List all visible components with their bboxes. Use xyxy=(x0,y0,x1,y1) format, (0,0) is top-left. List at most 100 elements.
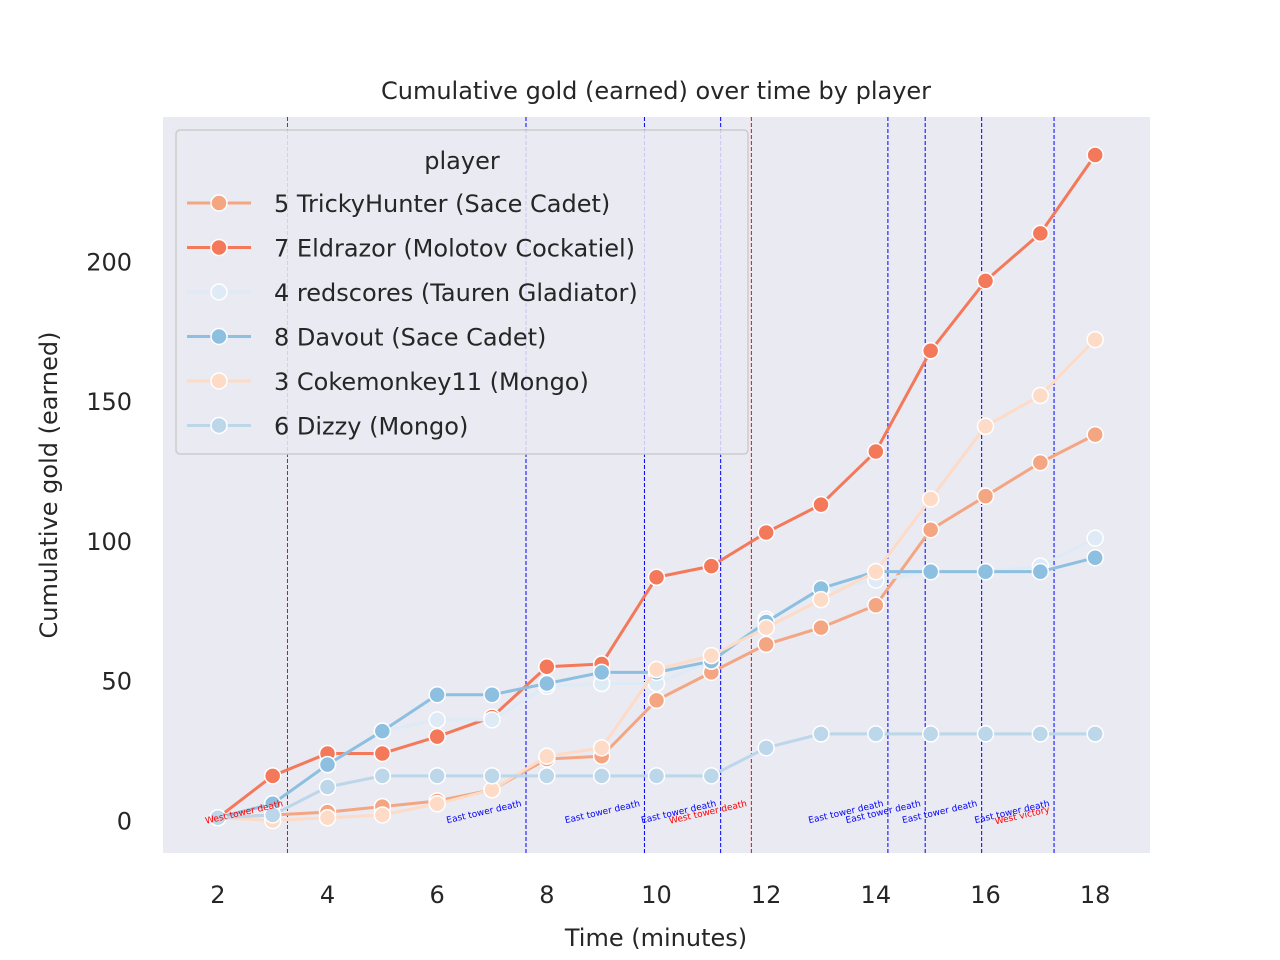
data-point xyxy=(1086,529,1104,547)
y-tick-label: 150 xyxy=(86,388,132,416)
data-point xyxy=(373,767,392,785)
data-point xyxy=(921,342,940,360)
data-point xyxy=(647,660,666,679)
data-point xyxy=(1031,386,1050,405)
data-point xyxy=(1086,725,1104,743)
data-point xyxy=(702,767,721,785)
data-point xyxy=(921,520,940,539)
data-point xyxy=(921,562,940,581)
data-point xyxy=(538,767,556,785)
data-point xyxy=(483,767,501,785)
y-axis: 0 50 100 150 200 xyxy=(86,248,132,835)
data-point xyxy=(867,596,885,614)
data-point xyxy=(428,767,446,785)
data-point xyxy=(757,739,775,757)
legend-item: 3 Cokemonkey11 (Mongo) xyxy=(187,368,589,396)
legend: player 5 TrickyHunter (Sace Cadet) 7 Eldr… xyxy=(175,129,749,455)
data-point xyxy=(1031,453,1050,472)
x-axis: 2 4 6 8 10 12 14 16 18 xyxy=(210,881,1110,909)
data-point xyxy=(867,442,885,461)
y-tick-label: 0 xyxy=(117,808,132,836)
legend-label: 3 Cokemonkey11 (Mongo) xyxy=(274,368,589,396)
data-point xyxy=(812,495,830,514)
data-point xyxy=(373,806,392,824)
data-point xyxy=(1031,224,1050,243)
legend-marker xyxy=(210,327,228,346)
data-point xyxy=(483,685,501,704)
data-point xyxy=(428,711,446,729)
x-tick-label: 4 xyxy=(320,881,335,909)
legend-marker xyxy=(210,194,228,212)
data-point xyxy=(428,727,446,746)
data-point xyxy=(976,272,995,290)
data-point xyxy=(263,767,282,785)
legend-items: 5 TrickyHunter (Sace Cadet) 7 Eldrazor (M… xyxy=(187,190,638,441)
data-point xyxy=(976,562,995,581)
data-point xyxy=(867,725,885,743)
data-point xyxy=(647,767,666,785)
data-point xyxy=(592,663,611,682)
data-point xyxy=(976,417,995,436)
x-tick-label: 12 xyxy=(751,881,782,909)
data-point xyxy=(647,691,666,710)
x-tick-label: 16 xyxy=(970,881,1001,909)
legend-marker xyxy=(210,238,228,257)
legend-box xyxy=(175,129,749,455)
data-point xyxy=(1086,146,1104,164)
data-point xyxy=(538,658,556,676)
data-point xyxy=(976,725,995,743)
data-point xyxy=(318,809,337,827)
data-point xyxy=(538,747,556,765)
data-point xyxy=(647,568,666,587)
data-point xyxy=(702,646,721,665)
data-point xyxy=(867,562,885,581)
data-point xyxy=(757,635,775,654)
data-point xyxy=(976,487,995,505)
data-point xyxy=(483,711,501,729)
x-tick-label: 14 xyxy=(861,881,892,909)
y-tick-label: 200 xyxy=(86,248,132,276)
data-point xyxy=(592,767,611,785)
x-tick-label: 2 xyxy=(210,881,225,909)
data-point xyxy=(1031,725,1050,743)
legend-label: 8 Davout (Sace Cadet) xyxy=(274,324,546,352)
data-point xyxy=(921,725,940,743)
data-point xyxy=(812,725,830,743)
data-point xyxy=(757,523,775,542)
y-tick-label: 100 xyxy=(86,528,132,556)
legend-label: 5 TrickyHunter (Sace Cadet) xyxy=(274,190,610,218)
data-point xyxy=(373,744,392,763)
legend-label: 7 Eldrazor (Molotov Cockatiel) xyxy=(274,235,635,263)
legend-marker xyxy=(210,416,228,435)
legend-item: 4 redscores (Tauren Gladiator) xyxy=(187,279,638,307)
chart-title: Cumulative gold (earned) over time by pl… xyxy=(381,77,931,105)
data-point xyxy=(373,722,392,740)
x-tick-label: 18 xyxy=(1080,881,1111,909)
data-point xyxy=(812,618,830,637)
legend-title: player xyxy=(424,147,500,175)
legend-marker xyxy=(210,372,228,390)
data-point xyxy=(1031,562,1050,581)
legend-label: 6 Dizzy (Mongo) xyxy=(274,413,468,441)
legend-item: 6 Dizzy (Mongo) xyxy=(187,413,468,441)
data-point xyxy=(318,755,337,774)
data-point xyxy=(1086,330,1104,349)
y-axis-label: Cumulative gold (earned) xyxy=(35,332,63,639)
data-point xyxy=(428,795,446,813)
x-tick-label: 10 xyxy=(641,881,672,909)
data-point xyxy=(263,806,282,824)
data-point xyxy=(757,618,775,637)
data-point xyxy=(1086,548,1104,567)
series-5 xyxy=(209,725,1104,827)
data-point xyxy=(921,490,940,508)
series-layer xyxy=(209,146,1104,830)
data-point xyxy=(209,809,227,827)
x-tick-label: 6 xyxy=(430,881,445,909)
data-point xyxy=(538,674,556,693)
legend-label: 4 redscores (Tauren Gladiator) xyxy=(274,279,638,307)
y-tick-label: 50 xyxy=(101,668,132,696)
data-point xyxy=(812,590,830,609)
legend-item: 8 Davout (Sace Cadet) xyxy=(187,324,546,352)
data-point xyxy=(702,557,721,575)
